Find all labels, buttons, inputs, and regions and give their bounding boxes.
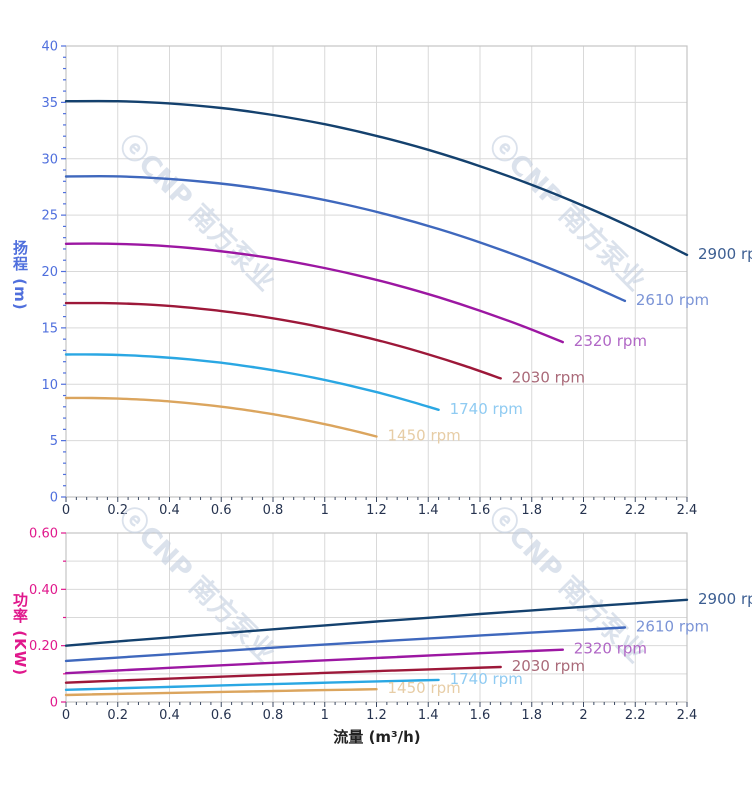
x-tick-label: 0.6 — [211, 503, 232, 518]
y-tick-label: 35 — [41, 96, 58, 111]
y-tick-label: 0 — [50, 491, 58, 506]
y-tick-label: 0.20 — [29, 639, 58, 654]
x-tick-label: 0 — [62, 708, 70, 723]
x-tick-label: 0.2 — [107, 503, 128, 518]
x-tick-label: 1 — [321, 503, 329, 518]
head-y-axis-title: 扬程 (m) — [11, 240, 29, 311]
x-tick-label: 1 — [321, 708, 329, 723]
x-tick-label: 0.4 — [159, 708, 180, 723]
curve-2030 — [64, 301, 502, 380]
y-tick-label: 0.40 — [29, 583, 58, 598]
x-tick-label: 0 — [62, 503, 70, 518]
watermark-text: ⓔCNP 南方泵业 — [113, 500, 282, 669]
x-tick-label: 2.4 — [677, 503, 698, 518]
x-tick-label: 2.4 — [677, 708, 698, 723]
x-tick-label: 1.4 — [418, 503, 439, 518]
curve-label-2030: 2030 rpm — [512, 657, 585, 675]
y-tick-label: 20 — [41, 265, 58, 280]
curve-label-1450: 1450 rpm — [388, 426, 461, 444]
y-tick-label: 0 — [50, 696, 58, 711]
curve-label-2610: 2610 rpm — [636, 618, 709, 636]
curve-label-2900: 2900 rpm — [698, 590, 752, 608]
curve-label-1740: 1740 rpm — [450, 400, 523, 418]
curve-2610 — [64, 626, 627, 663]
x-tick-label: 2 — [579, 708, 587, 723]
x-tick-label: 2.2 — [625, 503, 646, 518]
curve-2610 — [64, 174, 627, 303]
y-tick-label: 10 — [41, 378, 58, 393]
curve-2900 — [64, 598, 689, 647]
y-tick-label: 40 — [41, 40, 58, 55]
x-tick-label: 0.2 — [107, 708, 128, 723]
curve-1450 — [64, 688, 378, 697]
x-tick-label: 1.8 — [521, 708, 542, 723]
x-tick-label: 2.2 — [625, 708, 646, 723]
y-tick-label: 15 — [41, 321, 58, 336]
x-axis-title: 流量 (m³/h) — [333, 728, 421, 746]
x-tick-label: 1.6 — [470, 708, 491, 723]
curve-2030 — [64, 665, 502, 684]
curve-label-2320: 2320 rpm — [574, 332, 647, 350]
curve-2320 — [64, 242, 564, 344]
x-tick-label: 0.6 — [211, 708, 232, 723]
curve-label-1450: 1450 rpm — [388, 679, 461, 697]
y-tick-label: 25 — [41, 209, 58, 224]
x-tick-label: 1.2 — [366, 503, 387, 518]
x-tick-label: 0.4 — [159, 503, 180, 518]
curve-1740 — [64, 353, 440, 411]
x-tick-label: 1.8 — [521, 503, 542, 518]
curve-1740 — [64, 678, 440, 691]
x-tick-label: 0.8 — [263, 708, 284, 723]
curve-2320 — [64, 648, 564, 675]
x-tick-label: 1.2 — [366, 708, 387, 723]
x-tick-label: 0.8 — [263, 503, 284, 518]
curve-label-2320: 2320 rpm — [574, 640, 647, 658]
x-tick-label: 2 — [579, 503, 587, 518]
curve-label-2610: 2610 rpm — [636, 291, 709, 309]
y-tick-label: 30 — [41, 152, 58, 167]
curve-1450 — [64, 396, 378, 438]
x-tick-label: 1.6 — [470, 503, 491, 518]
x-tick-label: 1.4 — [418, 708, 439, 723]
power-y-axis-title: 功率 (KW) — [11, 592, 29, 677]
y-tick-label: 5 — [50, 434, 58, 449]
y-tick-label: 0.60 — [29, 527, 58, 542]
curve-label-1740: 1740 rpm — [450, 670, 523, 688]
curve-label-2900: 2900 rpm — [698, 245, 752, 263]
curve-label-2030: 2030 rpm — [512, 368, 585, 386]
curve-2900 — [64, 99, 689, 257]
